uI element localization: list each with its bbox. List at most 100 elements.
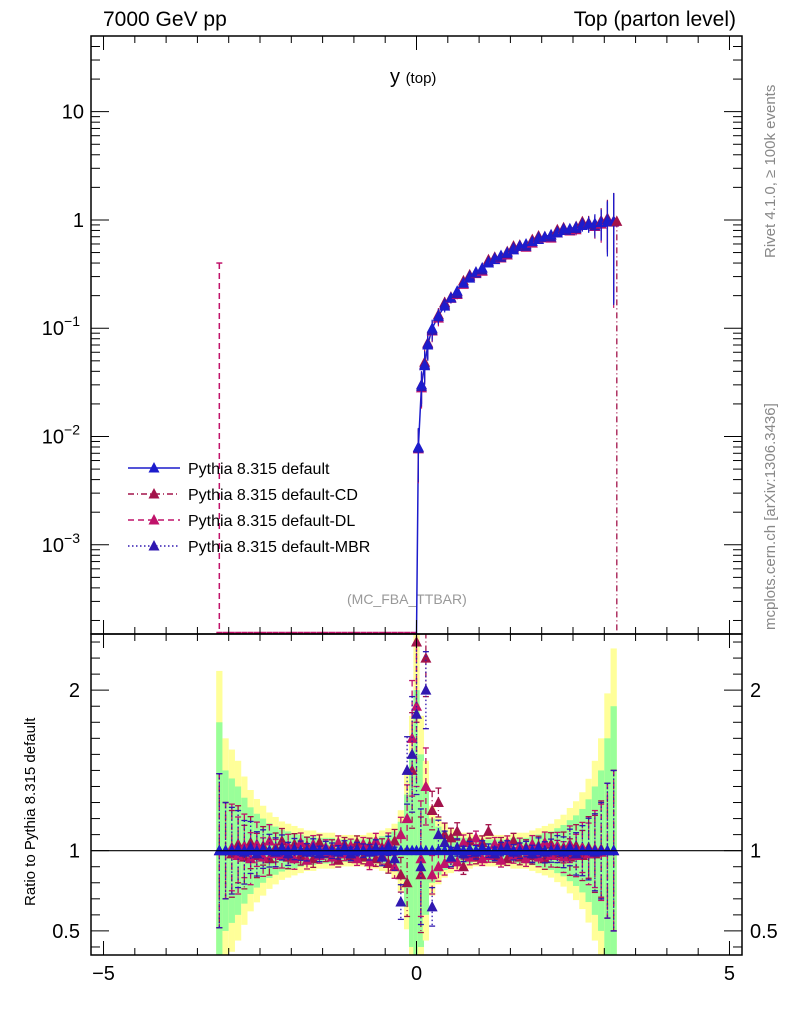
main-point-d	[451, 285, 463, 296]
ratio-point-dl	[263, 835, 275, 846]
ratio-point-dl	[439, 857, 451, 869]
header-left-label: 7000 GeV pp	[103, 8, 227, 31]
plot-title-sub: (top)	[405, 70, 437, 87]
ratio-point-mbr	[439, 836, 451, 848]
ratio-point-cd	[401, 876, 413, 888]
y-ratio-tick-label: 2	[69, 680, 80, 702]
ratio-point-cd	[457, 860, 469, 872]
ratio-point-mbr	[420, 684, 432, 695]
ratio-point-dl	[288, 852, 300, 864]
ratio-point-cd	[395, 868, 407, 880]
legend-entry-label: Pythia 8.315 default-DL	[188, 513, 355, 530]
main-point-d	[432, 309, 444, 321]
plot-title-main: y	[390, 66, 400, 88]
tick-exponent: −2	[64, 422, 80, 438]
main-point-d	[482, 257, 494, 268]
ratio-point-mbr	[432, 828, 444, 840]
main-point-d	[476, 262, 488, 273]
main-point-d	[501, 246, 513, 258]
ratio-point-d	[608, 844, 620, 856]
ratio-point-dl	[420, 780, 432, 791]
main-point-d	[439, 300, 451, 311]
ratio-point-cd	[382, 857, 394, 869]
ratio-point-dl	[432, 860, 444, 872]
y-ratio-tick-label-right: 2	[750, 680, 761, 702]
tick-exponent: −3	[64, 530, 80, 546]
ratio-point-dl	[411, 700, 422, 711]
y-ratio-tick-label: 0.5	[52, 921, 80, 943]
x-tick-label: 0	[411, 963, 422, 985]
legend-marker	[148, 540, 160, 551]
main-point-d	[412, 441, 424, 452]
ratio-point-dl	[489, 838, 501, 849]
tick-base: 10	[42, 427, 64, 449]
ratio-point-mbr	[445, 851, 457, 862]
ratio-point-dl	[426, 868, 438, 880]
main-point-d	[422, 339, 434, 350]
y-ratio-tick-label: 1	[69, 841, 80, 863]
ratio-point-mbr	[406, 748, 418, 759]
main-point-d	[416, 378, 428, 390]
y-main-tick-label: 10−1	[42, 313, 80, 340]
ratio-point-dl	[401, 812, 413, 824]
main-end-point	[611, 215, 623, 226]
ratio-point-mbr	[376, 851, 388, 862]
ratio-point-cd	[508, 835, 520, 846]
main-point-d	[457, 277, 469, 288]
ratio-point-dl	[520, 852, 532, 864]
y-main-tick-label: 10−3	[42, 530, 80, 557]
ratio-point-cd	[426, 804, 438, 816]
main-line-default	[415, 220, 614, 634]
ratio-point-dl	[389, 860, 401, 872]
y-main-tick-label: 10−2	[42, 422, 80, 449]
tick-base: 10	[42, 535, 64, 557]
y-main-tick-label: 1	[73, 210, 84, 232]
x-tick-label: 5	[724, 963, 735, 985]
main-point-d	[426, 322, 438, 333]
ratio-point-mbr	[426, 900, 438, 912]
ratio-point-mbr	[389, 852, 401, 864]
ratio-point-mbr	[411, 708, 422, 719]
ratio-point-cd	[432, 796, 444, 808]
legend-entry-label: Pythia 8.315 default-MBR	[188, 539, 370, 556]
ratio-point-cd	[501, 852, 513, 864]
ratio-point-dl	[251, 838, 263, 849]
main-point-d	[464, 272, 476, 283]
main-point-d	[419, 359, 431, 371]
ratio-point-dl	[301, 854, 313, 865]
main-point-d	[508, 243, 520, 255]
ratio-point-dl	[476, 852, 488, 864]
ratio-point-dl	[451, 855, 463, 867]
ratio-point-cd	[451, 825, 463, 836]
ratio-point-dl	[351, 852, 363, 864]
header-right-label: Top (parton level)	[573, 8, 736, 31]
main-point-d	[445, 292, 457, 303]
y-ratio-tick-label-right: 1	[750, 841, 761, 863]
x-tick-label: −5	[92, 963, 115, 985]
legend: Pythia 8.315 default Pythia 8.315 default…	[128, 461, 370, 556]
tick-exponent: −1	[64, 313, 80, 329]
y-main-tick-label: 10	[62, 102, 84, 124]
main-series-group	[216, 192, 623, 634]
ratio-series-group	[91, 634, 742, 934]
ratio-point-mbr	[401, 764, 413, 775]
ratio-point-cd	[464, 835, 476, 846]
analysis-tag: (MC_FBA_TTBAR)	[347, 591, 467, 607]
ratio-point-dl	[495, 854, 507, 865]
ratio-point-dl	[457, 836, 469, 848]
ratio-point-dl	[364, 855, 376, 867]
ratio-point-mbr	[395, 896, 407, 907]
ratio-point-cd	[420, 652, 432, 663]
legend-marker	[148, 488, 160, 499]
plot-title: y (top)	[390, 66, 436, 89]
ratio-point-cd	[313, 836, 325, 848]
ratio-point-dl	[395, 828, 407, 840]
y-ratio-tick-label-right: 0.5	[750, 921, 778, 943]
legend-marker	[148, 462, 160, 473]
ratio-point-dl	[332, 836, 344, 848]
ratio-point-cd	[482, 825, 494, 836]
ratio-point-cd	[445, 831, 457, 843]
tick-base: 10	[42, 318, 64, 340]
